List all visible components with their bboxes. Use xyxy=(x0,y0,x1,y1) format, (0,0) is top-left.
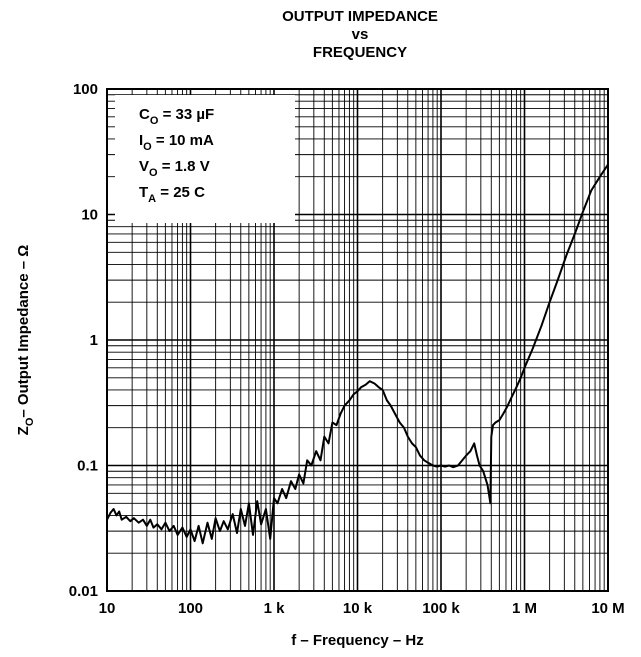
series-layer xyxy=(106,164,609,545)
y-tick-label: 100 xyxy=(73,81,98,98)
x-tick-label: 100 xyxy=(178,600,203,617)
impedance-series-line xyxy=(106,164,609,545)
x-tick-label: 10 k xyxy=(343,600,373,617)
condition-text: CO = 33 µF xyxy=(139,106,214,127)
condition-subscript: O xyxy=(150,115,159,127)
y-axis-label-rest: – Output Impedance – Ω xyxy=(15,245,32,418)
y-tick-label: 1 xyxy=(90,332,98,349)
x-tick-label: 10 xyxy=(99,600,116,617)
condition-text: TA = 25 C xyxy=(139,184,205,205)
condition-value: = 33 µF xyxy=(158,106,214,123)
chart-title-line-2: vs xyxy=(351,26,369,43)
condition-text: IO = 10 mA xyxy=(139,132,214,153)
conditions-background xyxy=(115,95,295,223)
x-tick-label: 10 M xyxy=(591,600,624,617)
condition-subscript: A xyxy=(148,193,156,205)
condition-subscript: O xyxy=(149,167,158,179)
condition-text: VO = 1.8 V xyxy=(139,158,210,179)
y-tick-label: 10 xyxy=(81,207,98,224)
y-axis-label-sub: O xyxy=(24,417,36,426)
chart-title-line-1: OUTPUT IMPEDANCE xyxy=(282,8,438,25)
condition-value: = 10 mA xyxy=(152,132,214,149)
x-tick-label: 1 M xyxy=(512,600,537,617)
tick-layer: 10 100 1 k 10 k 100 k 1 M 10 M 0.01 0.1 1 10 100 xyxy=(69,81,625,617)
x-tick-label: 100 k xyxy=(422,600,460,617)
x-axis-label: f – Frequency – Hz xyxy=(291,632,424,649)
y-tick-label: 0.1 xyxy=(77,458,98,475)
condition-value: = 1.8 V xyxy=(158,158,210,175)
condition-symbol: C xyxy=(139,106,150,123)
chart-title-line-3: FREQUENCY xyxy=(312,44,408,61)
condition-symbol: V xyxy=(139,158,149,175)
plot-frame xyxy=(106,88,609,592)
condition-symbol: T xyxy=(139,184,148,201)
condition-symbol: I xyxy=(139,132,143,149)
x-tick-label: 1 k xyxy=(264,600,286,617)
condition-value: = 25 C xyxy=(156,184,205,201)
y-axis-label: ZO– Output Impedance – Ω xyxy=(15,245,36,436)
condition-subscript: O xyxy=(143,141,152,153)
y-tick-label: 0.01 xyxy=(69,583,98,600)
y-axis-label-main: Z xyxy=(15,426,32,435)
